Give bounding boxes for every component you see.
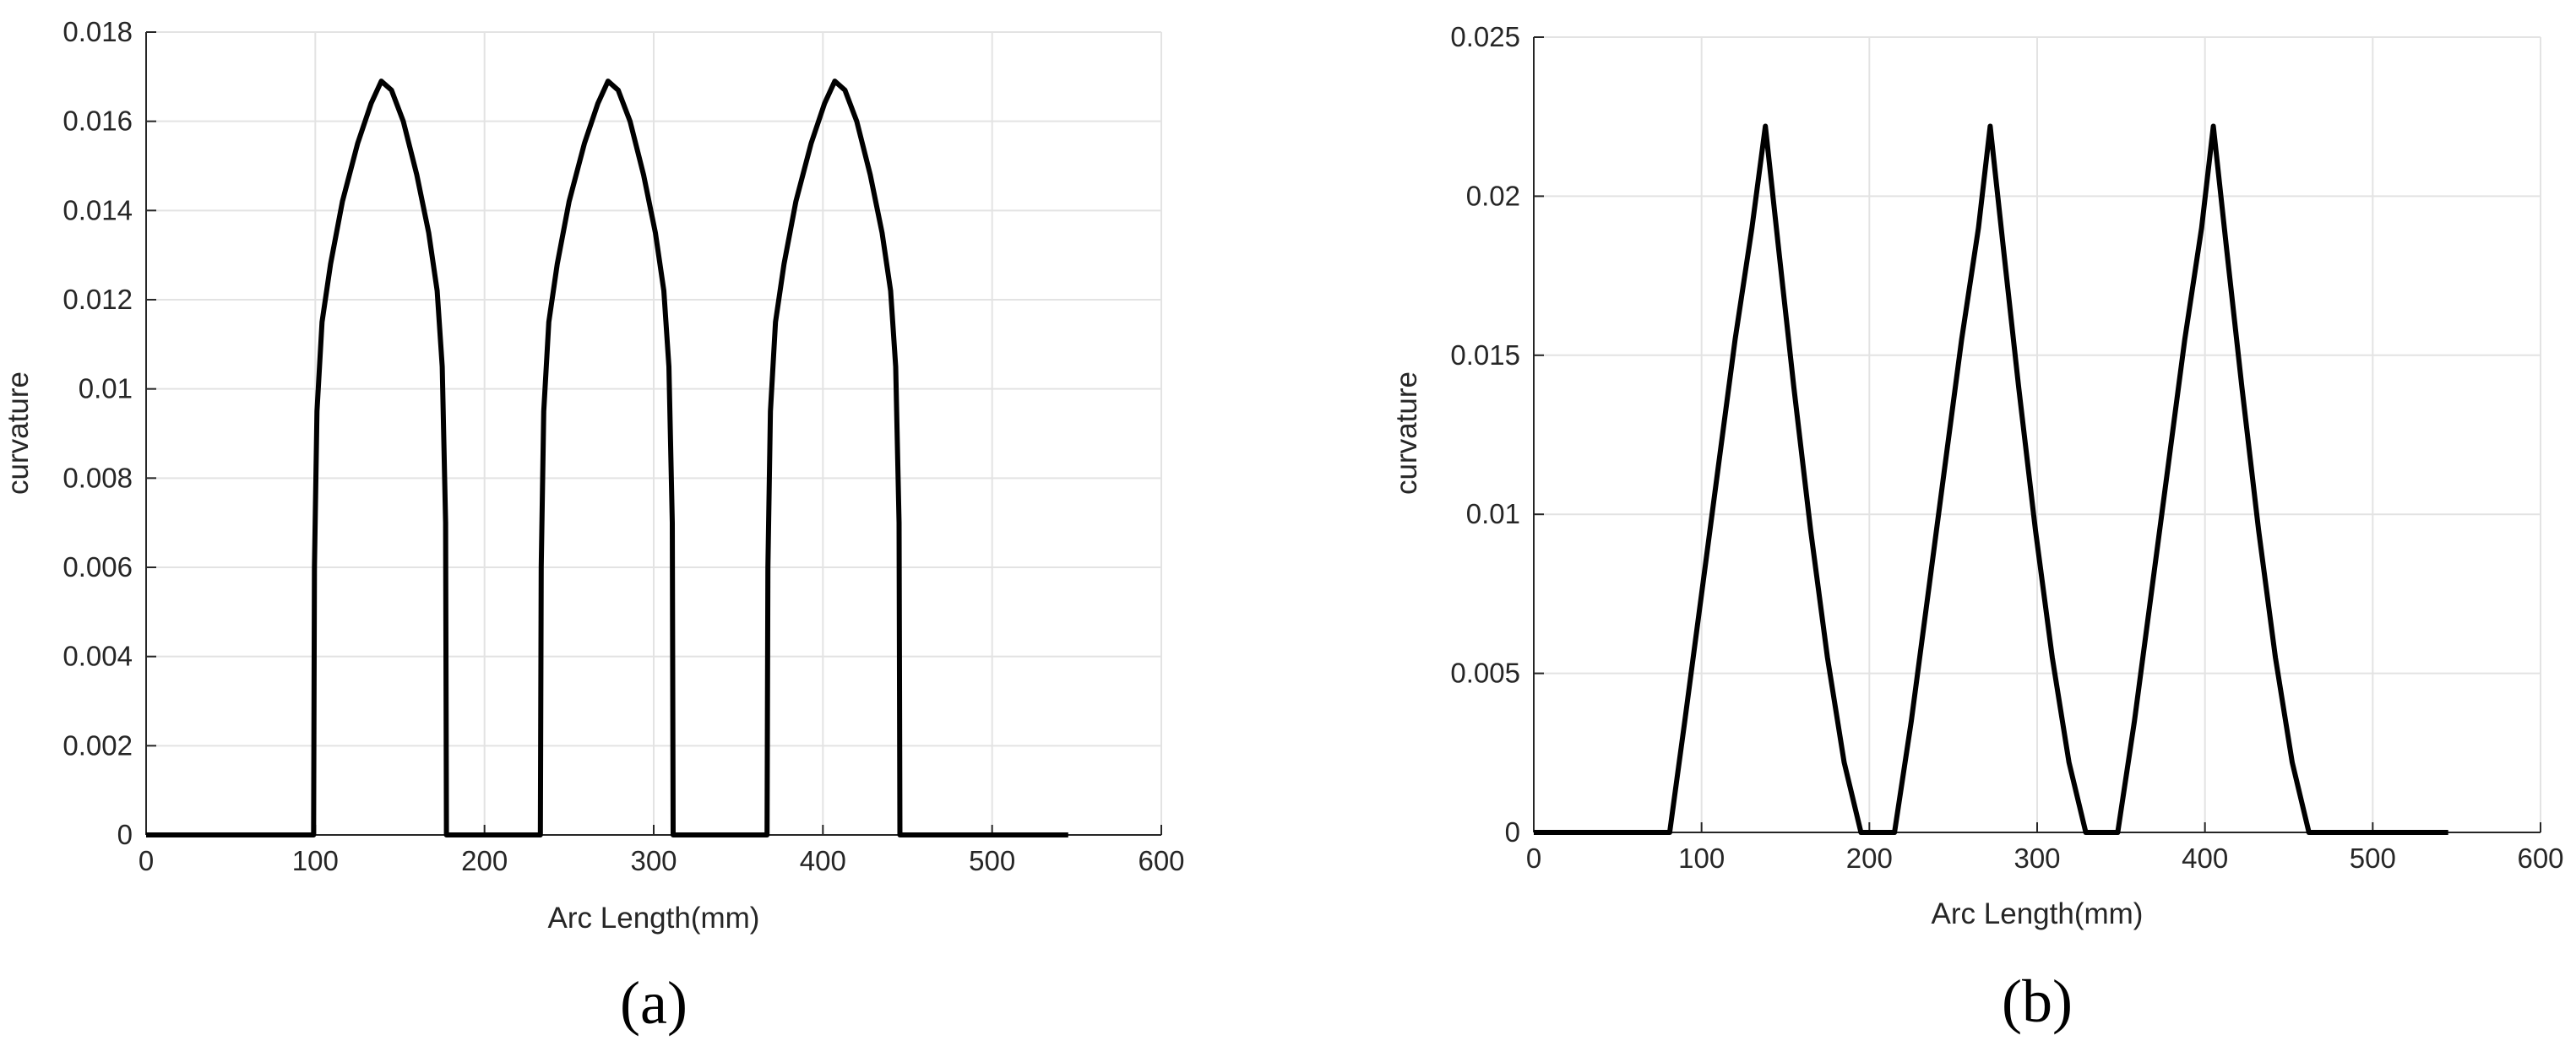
chart-b-x-tick-label: 0	[1526, 843, 1541, 874]
chart-b-y-axis-label: curvature	[1390, 371, 1423, 495]
chart-a-y-tick-label: 0.008	[62, 462, 133, 493]
chart-a-x-tick-label: 400	[800, 845, 846, 876]
chart-a-x-tick-label: 0	[139, 845, 154, 876]
chart-a: 0 100 200 300 400 500 600 0 0.002 0.004 0.006 0.008…	[2, 16, 1185, 1037]
chart-a-x-tick-label: 100	[292, 845, 339, 876]
chart-a-panel-label: (a)	[620, 969, 687, 1037]
chart-b: 0 100 200 300 400 500 600 0 0.005 0.01 0.015 0.02 0.…	[1390, 21, 2564, 1035]
chart-a-y-tick-label: 0	[117, 819, 133, 850]
chart-a-curvature-line	[146, 79, 1068, 837]
chart-a-y-tick-label: 0.016	[62, 106, 133, 137]
chart-b-curvature-line	[1534, 123, 2448, 835]
chart-a-x-axis-label: Arc Length(mm)	[548, 902, 760, 935]
chart-b-y-tick-label: 0.01	[1466, 498, 1520, 529]
chart-a-y-tick-label: 0.01	[79, 373, 133, 404]
chart-b-x-tick-label: 600	[2517, 843, 2563, 874]
chart-a-y-tick-label: 0.018	[62, 16, 133, 47]
chart-a-y-tick-label: 0.012	[62, 284, 133, 315]
chart-a-x-tick-label: 500	[969, 845, 1015, 876]
chart-a-x-tick-label: 200	[461, 845, 508, 876]
chart-b-y-tick-label: 0	[1505, 816, 1520, 848]
chart-b-x-tick-label: 300	[2014, 843, 2060, 874]
chart-a-y-tick-label: 0.002	[62, 729, 133, 761]
chart-b-x-axis-label: Arc Length(mm)	[1932, 897, 2144, 930]
chart-b-x-tick-label: 500	[2350, 843, 2396, 874]
chart-b-y-tick-label: 0.015	[1450, 339, 1520, 371]
chart-b-panel-label: (b)	[2002, 967, 2073, 1035]
chart-b-y-tick-label: 0.025	[1450, 21, 1520, 52]
chart-b-x-tick-label: 100	[1678, 843, 1725, 874]
chart-b-x-tick-label: 200	[1846, 843, 1893, 874]
chart-a-x-tick-label: 300	[630, 845, 677, 876]
chart-a-y-tick-label: 0.014	[62, 194, 133, 225]
chart-b-x-tick-label: 400	[2182, 843, 2228, 874]
chart-a-y-tick-label: 0.004	[62, 641, 133, 672]
chart-a-y-tick-label: 0.006	[62, 551, 133, 583]
chart-a-x-tick-label: 600	[1138, 845, 1184, 876]
chart-b-y-tick-label: 0.005	[1450, 658, 1520, 689]
chart-b-y-tick-label: 0.02	[1466, 180, 1520, 211]
chart-a-y-axis-label: curvature	[2, 371, 35, 495]
